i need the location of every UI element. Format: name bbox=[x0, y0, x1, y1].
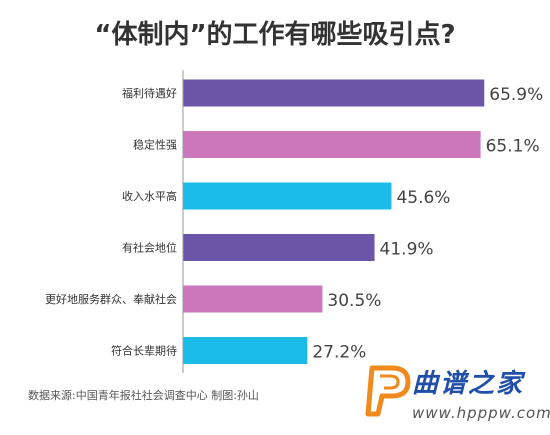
bar bbox=[183, 182, 392, 210]
category-label: 更好地服务群众、奉献社会 bbox=[45, 292, 177, 306]
value-label: 41.9% bbox=[380, 240, 434, 260]
value-label: 65.9% bbox=[489, 85, 543, 105]
category-label: 稳定性强 bbox=[133, 138, 177, 152]
category-label: 收入水平高 bbox=[122, 189, 177, 203]
value-label: 27.2% bbox=[312, 343, 366, 363]
watermark: 曲谱之家 www.hpppw.com bbox=[365, 365, 550, 422]
value-label: 30.5% bbox=[327, 291, 381, 311]
category-label: 有社会地位 bbox=[122, 241, 177, 255]
category-label: 福利待遇好 bbox=[122, 86, 177, 100]
bar bbox=[183, 131, 481, 158]
value-label: 45.6% bbox=[396, 188, 450, 208]
bar bbox=[183, 234, 375, 261]
source-note: 数据来源:中国青年报社社会调查中心 制图:孙山 bbox=[28, 388, 259, 402]
watermark-url: www.hpppw.com bbox=[412, 404, 550, 422]
bar bbox=[183, 79, 485, 107]
watermark-logo-text: 曲谱之家 bbox=[412, 369, 526, 399]
bars-layer: 福利待遇好 65.9% 稳定性强 65.1% 收入水平高 45.6% 有社会地位 41.9% 更… bbox=[45, 79, 543, 364]
value-label: 65.1% bbox=[486, 137, 540, 157]
watermark-logo-icon bbox=[365, 365, 411, 417]
chart-title: “体制内”的工作有哪些吸引点? bbox=[94, 19, 455, 50]
category-label: 符合长辈期待 bbox=[111, 344, 177, 358]
bar bbox=[183, 285, 323, 313]
bar bbox=[183, 337, 308, 364]
